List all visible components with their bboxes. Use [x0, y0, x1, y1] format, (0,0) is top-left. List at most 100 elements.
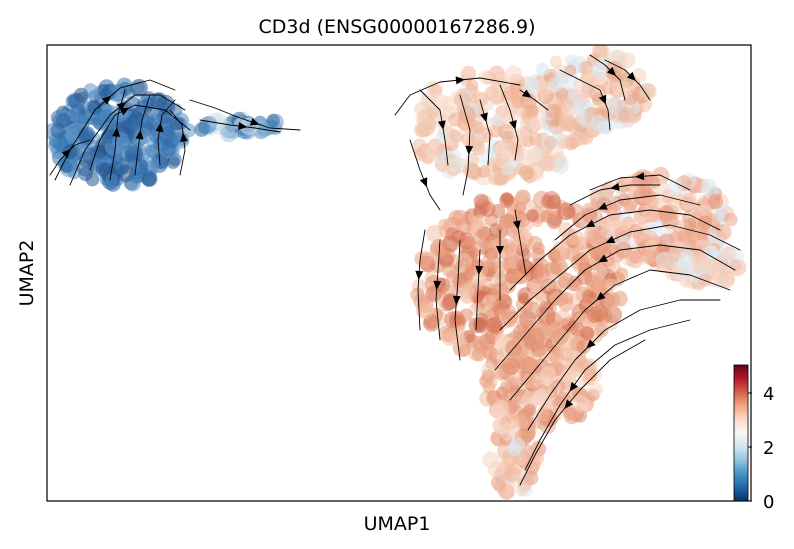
scatter-point	[156, 94, 175, 113]
streamline-arrowhead	[626, 71, 637, 82]
scatter-point	[590, 114, 608, 133]
scatter-point	[492, 171, 507, 186]
scatter-point	[616, 81, 632, 96]
scatter-point	[481, 369, 495, 383]
streamline-arrowhead	[586, 339, 596, 349]
scatter-point	[50, 122, 67, 139]
streamline	[514, 209, 527, 276]
plot-frame	[46, 44, 752, 502]
scatter-point	[540, 366, 556, 382]
scatter-point	[479, 201, 496, 218]
scatter-point	[454, 91, 471, 108]
streamline	[475, 249, 481, 331]
scatter-point	[73, 87, 89, 103]
scatter-point	[76, 159, 95, 177]
scatter-point	[542, 191, 561, 209]
chart-title: CD3d (ENSG00000167286.9)	[258, 16, 535, 38]
scatter-point	[420, 92, 436, 107]
streamline	[189, 99, 301, 131]
scatter-point	[644, 248, 659, 263]
scatter-point	[523, 403, 537, 417]
scatter-point	[677, 230, 692, 245]
streamline-arrowhead	[598, 254, 608, 263]
scatter-point	[504, 65, 523, 84]
streamline-arrowhead	[475, 265, 484, 275]
scatter-point	[571, 394, 589, 413]
streamline-arrowhead	[606, 66, 617, 77]
scatter-point	[142, 171, 158, 187]
scatter-point	[425, 144, 440, 159]
scatter-point	[678, 250, 696, 268]
scatter-point	[561, 103, 576, 118]
streamline-arrowhead	[509, 120, 517, 130]
scatter-point	[513, 415, 529, 430]
scatter-point	[550, 346, 563, 359]
scatter-point	[452, 209, 469, 226]
scatter-point	[116, 164, 135, 183]
scatter-point	[126, 117, 142, 133]
scatter-point	[463, 162, 480, 179]
scatter-point	[559, 297, 574, 312]
scatter-point	[545, 103, 561, 120]
streamline	[524, 319, 691, 471]
x-axis-label: UMAP1	[364, 513, 431, 535]
scatter-point	[522, 455, 541, 474]
scatter-point	[566, 278, 579, 292]
scatter-point	[166, 155, 180, 169]
scatter-point	[529, 113, 547, 131]
scatter-point	[495, 386, 509, 400]
streamline	[509, 209, 721, 291]
scatter-point	[574, 252, 589, 267]
scatter-point	[458, 282, 475, 299]
scatter-point	[501, 89, 519, 108]
scatter-point	[526, 77, 539, 91]
scatter-point	[519, 165, 535, 181]
streamline-arrowhead	[610, 182, 620, 191]
scatter-point	[724, 212, 738, 227]
scatter-point	[698, 203, 712, 217]
scatter-point	[469, 302, 483, 316]
scatter-point	[465, 79, 479, 92]
scatter-point	[486, 317, 503, 334]
streamline	[394, 77, 521, 116]
scatter-point	[661, 211, 679, 229]
streamline-arrowhead	[419, 177, 428, 188]
scatter-point	[569, 321, 585, 336]
scatter-point	[474, 229, 492, 247]
streamline-arrowhead	[119, 107, 130, 116]
scatter-point	[589, 382, 604, 397]
streamline-arrowhead	[496, 246, 504, 255]
streamline-arrowhead	[61, 148, 72, 159]
scatter-point	[605, 292, 621, 308]
scatter-point	[472, 335, 487, 351]
scatter-point	[598, 184, 614, 200]
scatter-point	[551, 379, 566, 395]
scatter-point	[499, 423, 517, 441]
scatter-point	[557, 202, 575, 221]
streamline-arrowhead	[598, 94, 607, 105]
scatter-point	[583, 226, 602, 245]
streamline	[554, 194, 701, 241]
scatter-point	[457, 232, 475, 250]
scatter-point	[582, 296, 595, 309]
scatter-point	[477, 165, 490, 178]
scatter-point	[532, 390, 548, 406]
colorbar: 0 2 4	[733, 364, 774, 513]
velocity-streamlines	[49, 54, 741, 486]
scatter-point	[559, 136, 572, 149]
streamline-arrowhead	[238, 122, 248, 130]
scatter-point	[129, 78, 148, 97]
scatter-point	[474, 317, 487, 330]
scatter-point	[498, 214, 514, 229]
scatter-point	[460, 66, 475, 81]
scatter-point	[619, 217, 632, 230]
scatter-point	[515, 483, 528, 497]
scatter-point	[698, 273, 712, 287]
scatter-point	[522, 373, 537, 389]
scatter-point	[93, 145, 106, 159]
streamline	[559, 69, 611, 131]
scatter-point	[596, 235, 612, 250]
scatter-point	[704, 245, 719, 260]
scatter-point	[548, 248, 561, 261]
